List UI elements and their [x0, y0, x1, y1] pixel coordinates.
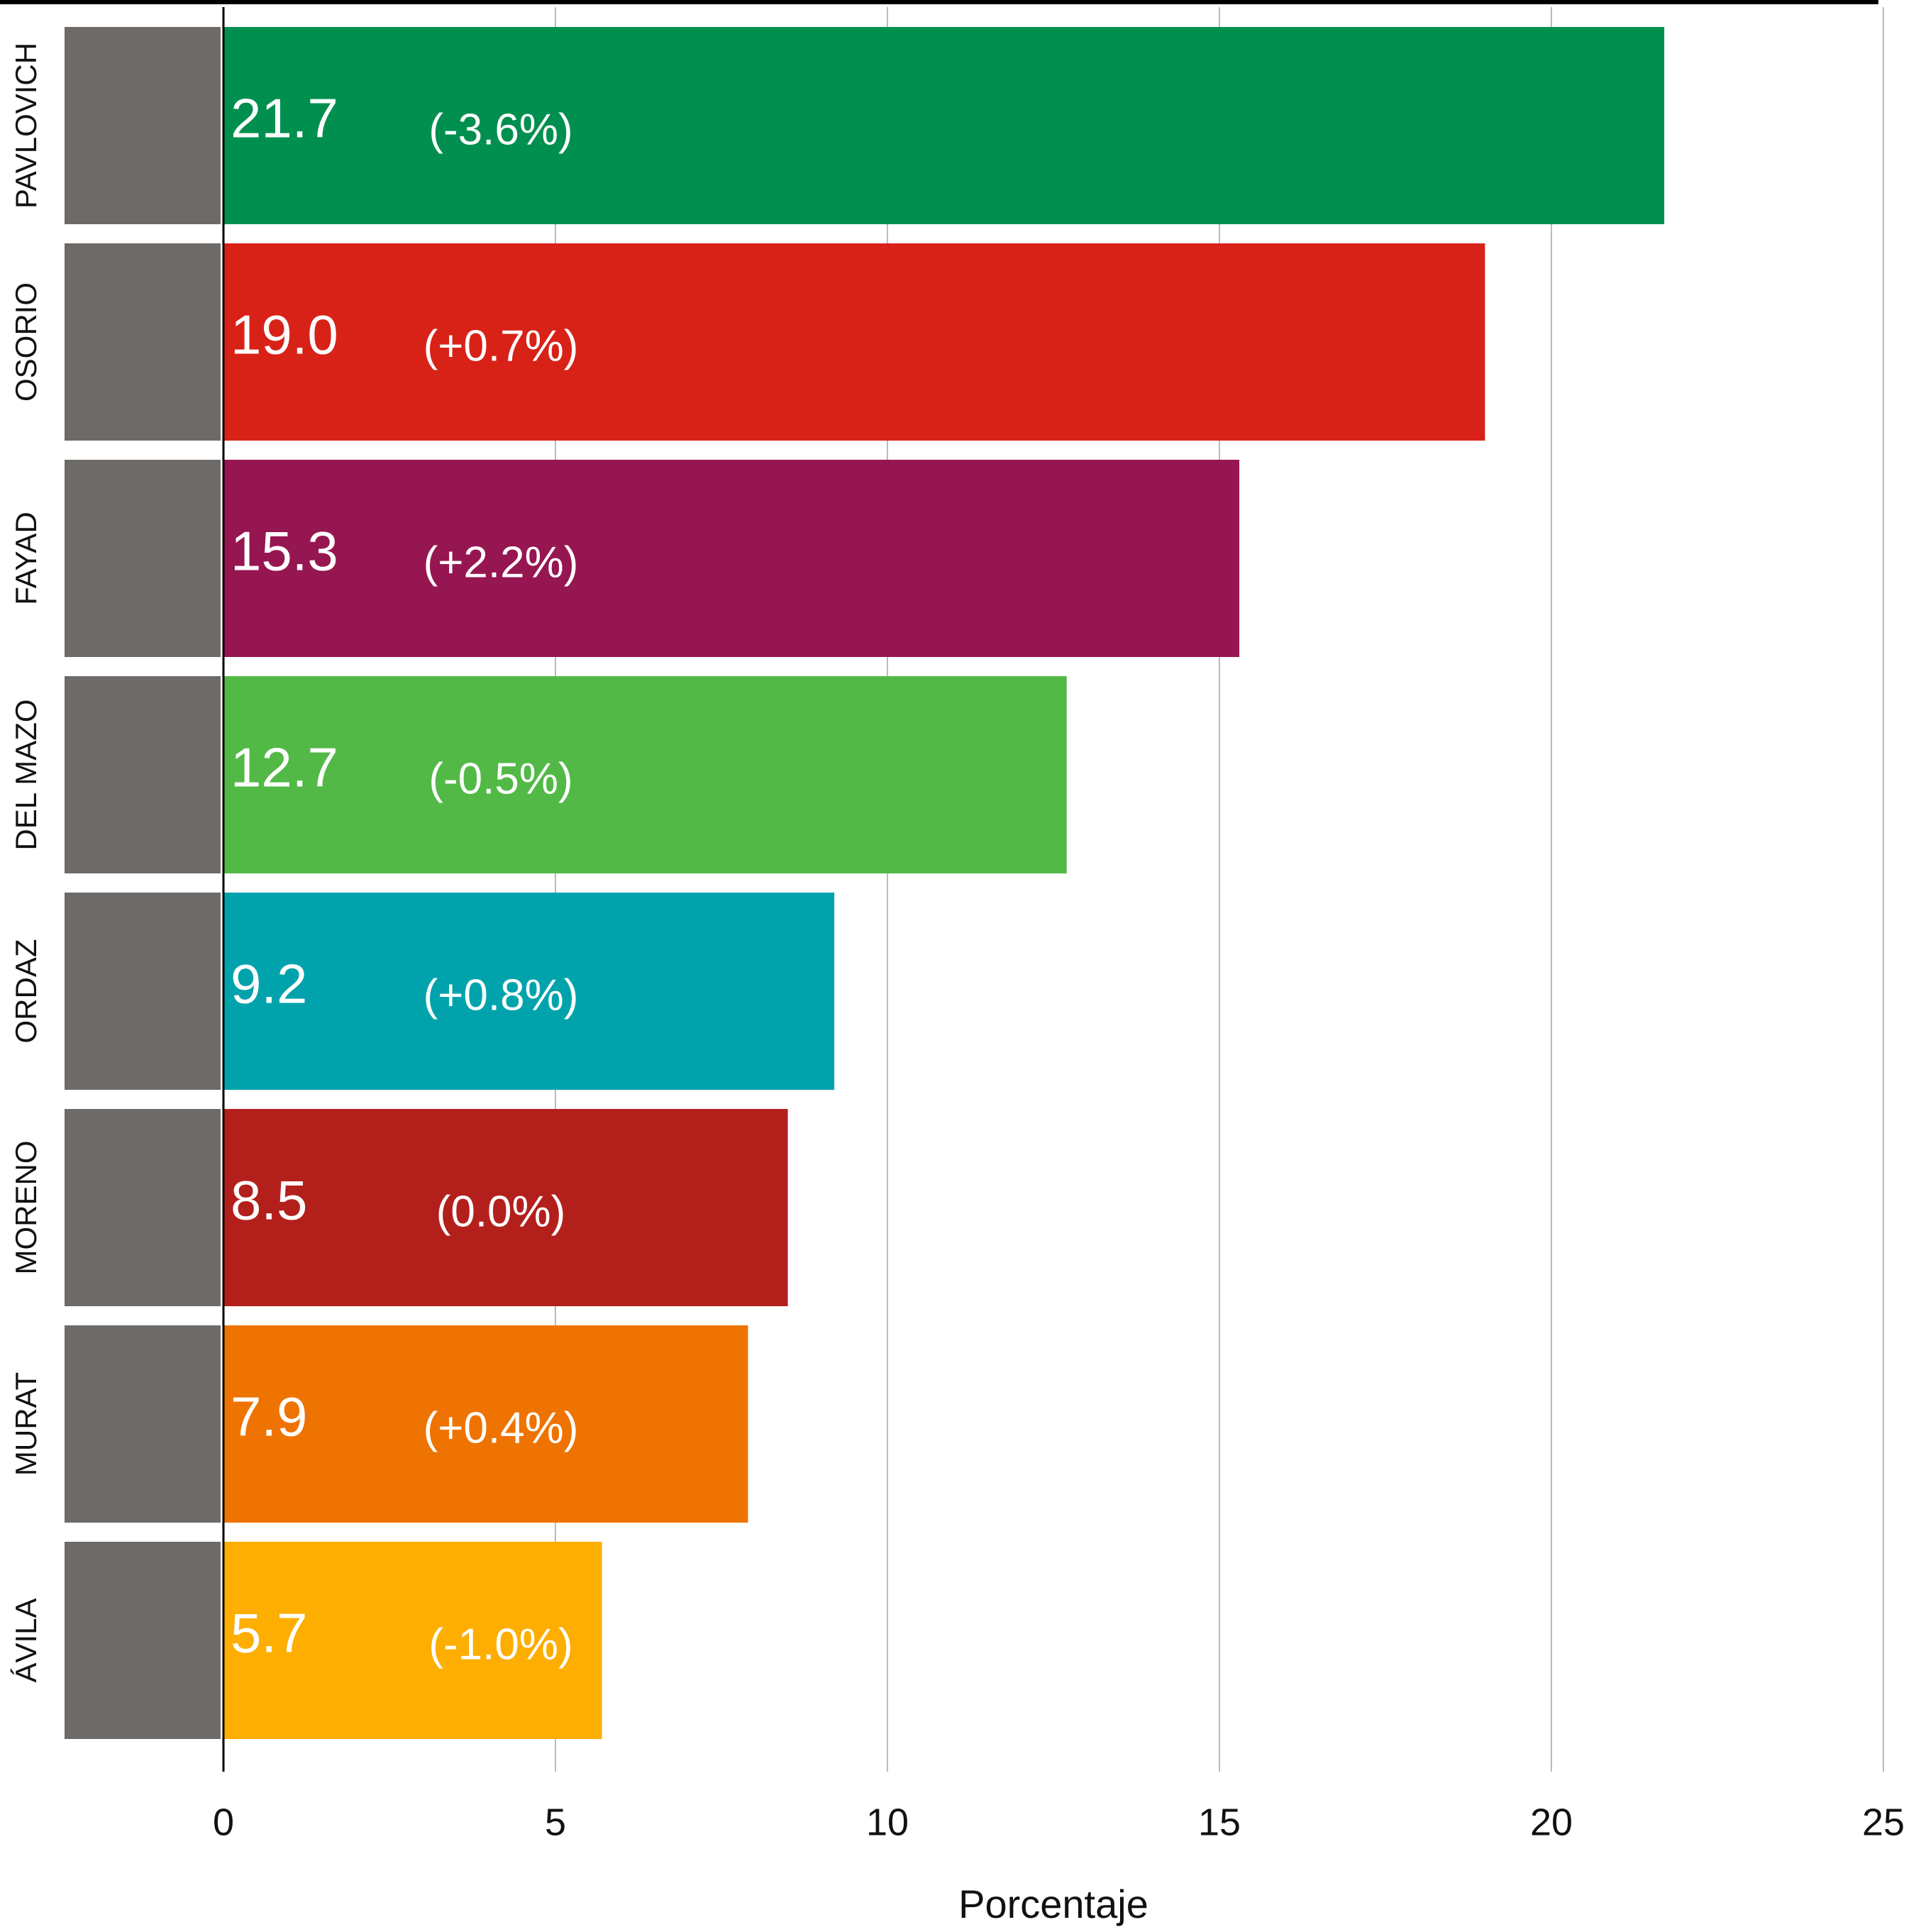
value-label: 8.5 — [231, 1169, 307, 1232]
bar — [223, 893, 835, 1090]
change-label: (+0.8%) — [423, 971, 579, 1020]
bar — [223, 27, 1665, 224]
x-tick-label: 15 — [1198, 1801, 1241, 1843]
value-label: 7.9 — [231, 1386, 307, 1448]
value-label: 21.7 — [231, 87, 338, 150]
value-label: 9.2 — [231, 953, 307, 1015]
change-label: (-3.6%) — [428, 105, 572, 154]
x-tick-label: 0 — [213, 1801, 234, 1843]
change-label: (0.0%) — [436, 1187, 566, 1236]
category-label: FAYAD — [9, 512, 43, 605]
photo-placeholder — [65, 1542, 221, 1739]
value-label: 15.3 — [231, 520, 338, 583]
photo-placeholder — [65, 460, 221, 657]
photo-placeholder — [65, 243, 221, 441]
bar — [223, 460, 1240, 657]
bar — [223, 1542, 602, 1739]
change-label: (+2.2%) — [423, 538, 579, 587]
bar — [223, 1325, 748, 1523]
category-label: ORDAZ — [9, 939, 43, 1044]
change-label: (-1.0%) — [428, 1620, 572, 1669]
x-tick-label: 20 — [1530, 1801, 1573, 1843]
x-tick-label: 5 — [545, 1801, 566, 1843]
photo-placeholder — [65, 676, 221, 873]
category-label: MORENO — [9, 1141, 43, 1275]
bar — [223, 676, 1067, 873]
value-label: 5.7 — [231, 1602, 307, 1665]
category-label: ÁVILA — [9, 1598, 43, 1682]
category-label: OSORIO — [9, 282, 43, 402]
category-label: MURAT — [9, 1372, 43, 1476]
x-tick-label: 25 — [1862, 1801, 1905, 1843]
bar — [223, 243, 1485, 441]
category-label: DEL MAZO — [9, 699, 43, 850]
category-label: PAVLOVICH — [9, 43, 43, 209]
photo-placeholder — [65, 27, 221, 224]
change-label: (+0.4%) — [423, 1403, 579, 1452]
value-label: 12.7 — [231, 736, 338, 799]
photo-placeholder — [65, 893, 221, 1090]
bar — [223, 1109, 788, 1306]
change-label: (-0.5%) — [428, 754, 572, 803]
x-axis-title: Porcentaje — [958, 1882, 1148, 1926]
photo-placeholder — [65, 1325, 221, 1523]
change-label: (+0.7%) — [423, 321, 579, 370]
photo-placeholder — [65, 1109, 221, 1306]
value-label: 19.0 — [231, 304, 338, 366]
x-tick-label: 10 — [866, 1801, 909, 1843]
